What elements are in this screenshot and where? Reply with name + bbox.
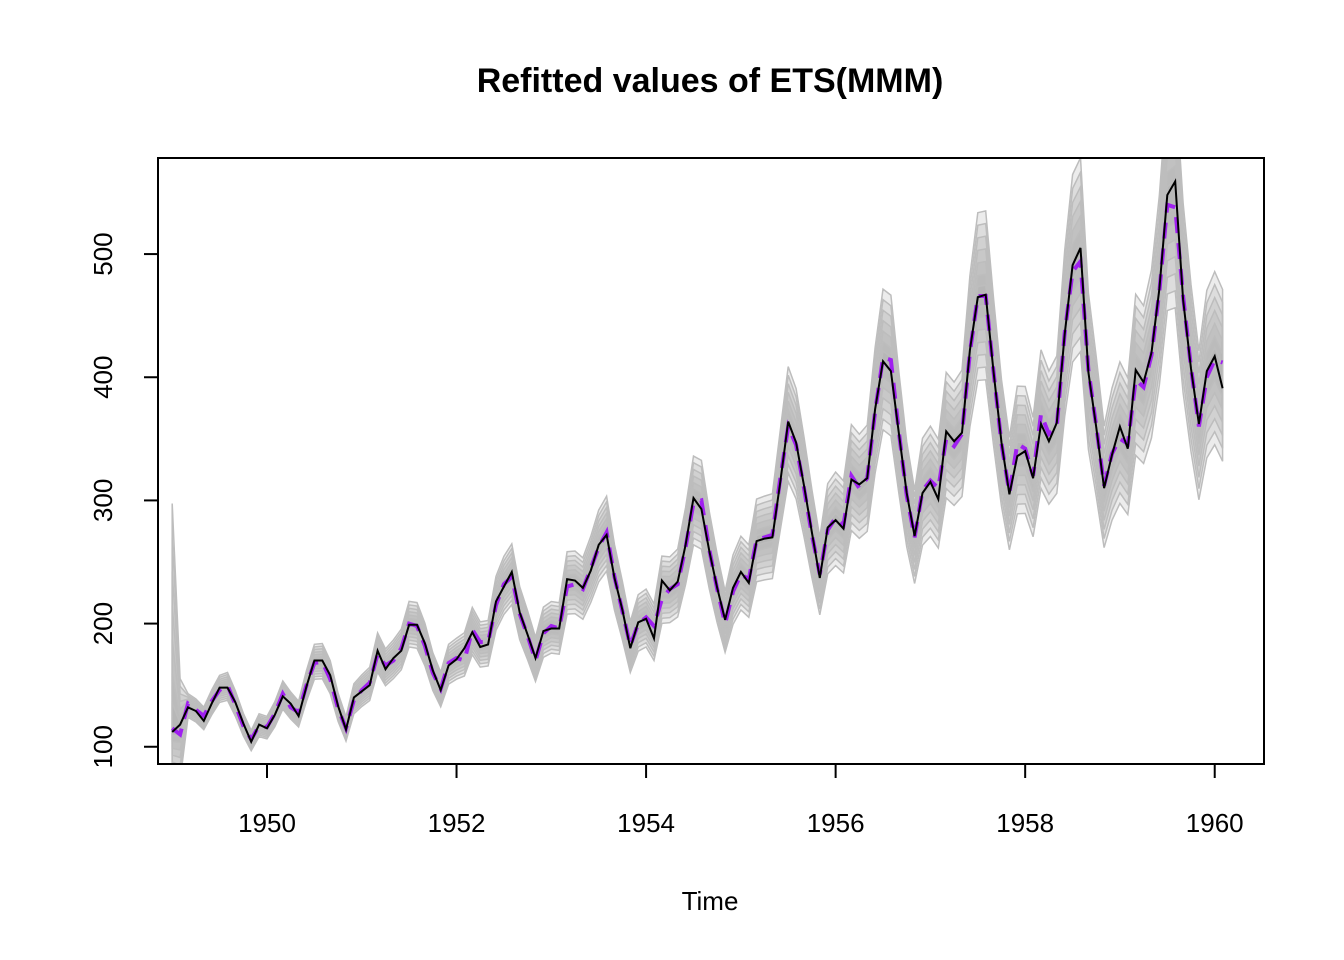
chart-title: Refitted values of ETS(MMM) [477,62,944,100]
y-tick-label: 200 [88,602,118,645]
y-tick-label: 300 [88,479,118,522]
band-level-5 [171,158,1224,751]
actual-series-line [171,178,1224,745]
y-tick-label: 100 [88,725,118,768]
x-tick-label: 1954 [617,808,675,838]
y-tick-label: 500 [88,232,118,275]
x-tick-label: 1950 [238,808,296,838]
y-tick-label: 400 [88,356,118,399]
x-tick-label: 1956 [807,808,865,838]
fitted-series-line [170,202,1224,744]
band-level-1 [171,158,1224,764]
y-axis: 100 200 300 400 500 [88,232,159,768]
x-tick-label: 1960 [1186,808,1244,838]
x-tick-label: 1952 [428,808,486,838]
series-lines [170,178,1224,745]
x-axis-label: Time [682,886,739,916]
x-axis: 1950 1952 1954 1956 1958 1960 [238,763,1244,838]
x-tick-label: 1958 [996,808,1054,838]
